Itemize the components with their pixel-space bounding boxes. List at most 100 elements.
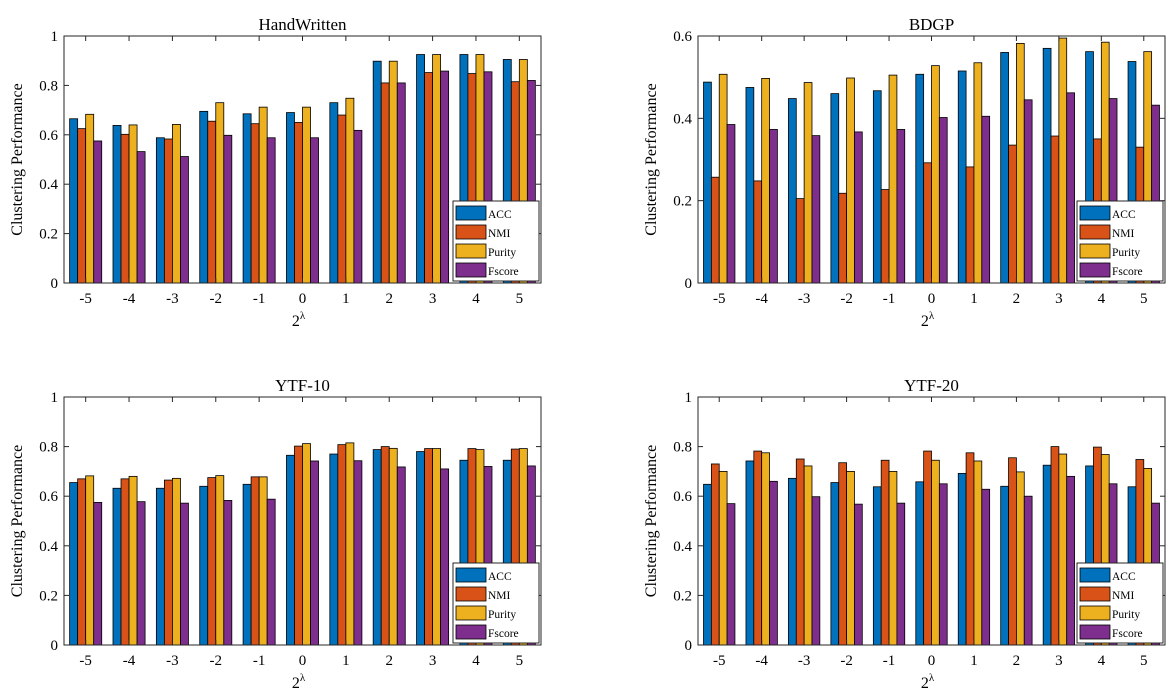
bar-nmi--2: [207, 477, 217, 646]
bar-purity--4: [128, 475, 138, 646]
bar-purity--4: [761, 78, 770, 284]
bar-fscore--2: [854, 503, 863, 646]
y-tick-label: 0.4: [673, 539, 692, 555]
legend-swatch-fscore: [455, 624, 487, 640]
bar-purity--5: [718, 470, 728, 646]
x-tick-label: -1: [253, 291, 266, 307]
bar-acc--1: [872, 90, 882, 284]
bar-fscore-2: [1023, 495, 1033, 646]
bar-acc--4: [745, 87, 755, 284]
x-tick-label: 1: [342, 653, 350, 669]
legend-swatch-acc: [455, 205, 487, 221]
legend-swatch-purity: [1079, 243, 1111, 259]
bar-purity--5: [718, 73, 728, 284]
bar-nmi-3: [424, 448, 433, 646]
x-tick-label: -2: [840, 653, 853, 669]
bar-nmi--2: [207, 120, 217, 284]
bar-purity--2: [215, 475, 225, 646]
bar-nmi-1: [965, 166, 975, 284]
bar-nmi-0: [294, 445, 303, 646]
bar-purity--1: [258, 476, 268, 646]
bar-fscore--4: [136, 151, 146, 284]
bar-fscore--2: [223, 134, 233, 284]
bar-nmi-3: [1050, 135, 1060, 284]
bar-fscore-3: [440, 70, 450, 284]
bar-fscore--3: [180, 502, 189, 646]
bar-nmi--5: [710, 176, 720, 284]
bar-acc-3: [416, 54, 425, 284]
bar-fscore--4: [136, 501, 146, 646]
x-tick-label: -1: [253, 653, 266, 669]
bar-acc--5: [69, 118, 79, 284]
x-tick-label: -2: [840, 291, 853, 307]
legend-swatch-nmi: [455, 586, 487, 602]
legend-label-nmi: NMI: [488, 228, 511, 240]
bar-purity--3: [803, 465, 813, 646]
x-tick-label: 2: [1013, 653, 1021, 669]
y-axis-label: Clustering Performance: [643, 83, 660, 235]
bar-purity-0: [302, 106, 311, 284]
y-tick-label: 0.2: [673, 588, 692, 604]
bar-purity--3: [803, 82, 813, 284]
x-tick-label: 3: [1055, 291, 1063, 307]
y-tick-label: 0.8: [39, 440, 58, 456]
bar-fscore--1: [266, 137, 276, 284]
bar-nmi--2: [838, 192, 847, 284]
x-tick-label: 4: [472, 653, 480, 669]
bar-nmi--3: [163, 138, 173, 284]
bar-fscore--4: [769, 480, 778, 646]
bar-nmi-3: [1050, 446, 1060, 646]
legend-label-purity: Purity: [1112, 247, 1140, 259]
bar-purity--1: [258, 106, 268, 284]
y-tick-label: 0: [685, 276, 693, 292]
legend-swatch-fscore: [455, 262, 487, 278]
bar-fscore-1: [981, 115, 991, 284]
chart-title: HandWritten: [258, 15, 347, 34]
bar-fscore-2: [396, 466, 406, 646]
x-tick-label: 3: [429, 653, 437, 669]
y-tick-label: 0.2: [39, 227, 58, 243]
x-tick-label: -1: [883, 291, 896, 307]
bar-acc--3: [155, 487, 165, 646]
legend-swatch-purity: [455, 605, 487, 621]
bar-acc-3: [416, 451, 425, 646]
chart-title: YTF-10: [275, 376, 330, 395]
bar-nmi--3: [795, 198, 805, 284]
legend-label-fscore: Fscore: [488, 266, 519, 278]
x-tick-label: -5: [713, 653, 726, 669]
x-tick-label: 2: [385, 653, 393, 669]
legend-label-purity: Purity: [488, 247, 516, 259]
bar-fscore--5: [726, 124, 736, 284]
bar-nmi--5: [77, 128, 87, 284]
y-tick-label: 0.8: [673, 440, 692, 456]
legend-swatch-purity: [455, 243, 487, 259]
x-tick-label: -3: [798, 291, 811, 307]
x-tick-label: -4: [123, 653, 136, 669]
bar-acc--2: [199, 485, 209, 646]
bar-fscore--4: [769, 129, 778, 284]
bar-acc--1: [242, 483, 252, 646]
bar-purity--5: [85, 475, 95, 646]
bar-nmi-1: [965, 452, 975, 646]
bar-nmi--4: [120, 133, 130, 284]
bar-fscore-1: [353, 460, 363, 646]
bar-purity-2: [388, 447, 398, 646]
bar-acc-1: [329, 453, 339, 646]
bar-acc--1: [242, 113, 252, 284]
legend-swatch-nmi: [455, 224, 487, 240]
bar-nmi-2: [1008, 144, 1017, 284]
y-tick-label: 0.4: [673, 111, 692, 127]
bar-fscore-0: [310, 137, 319, 284]
bar-fscore-3: [440, 468, 450, 646]
y-tick-label: 0: [51, 276, 59, 292]
bar-acc-2: [372, 60, 382, 284]
bar-fscore-0: [938, 117, 948, 284]
bar-acc-2: [1000, 52, 1009, 284]
chart-panel-1: 0 0.2 0.4 0.6 0.8 1 -5 -4 -3 -2 -1 0 1 2 3 4 5 HandWritte…: [9, 15, 542, 330]
chart-panel-4: 0 0.2 0.4 0.6 0.8 1 -5 -4 -3 -2 -1 0 1 2 3 4 5 YTF-20 2λ Cl…: [643, 376, 1166, 692]
y-tick-label: 0.2: [39, 588, 58, 604]
bar-acc-0: [286, 112, 295, 284]
bar-nmi--1: [250, 476, 260, 646]
bar-nmi-1: [337, 114, 347, 284]
legend-label-nmi: NMI: [488, 590, 511, 602]
